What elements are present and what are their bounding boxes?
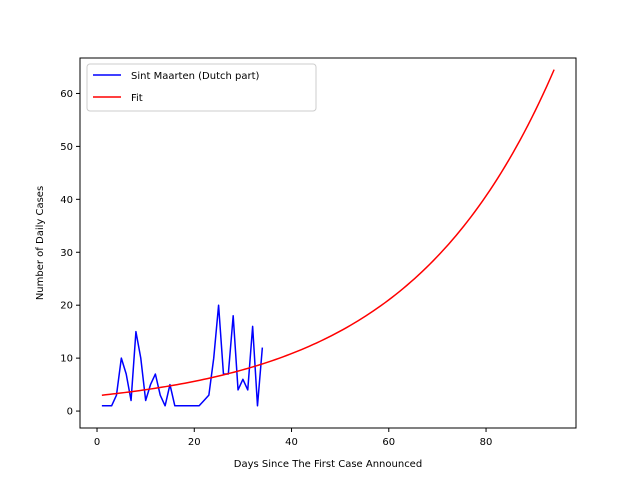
- legend-label-series-1: Sint Maarten (Dutch part): [131, 71, 260, 82]
- y-tick-label: 0: [67, 407, 73, 418]
- legend-label-series-2: Fit: [131, 93, 143, 104]
- series-line-2: [101, 69, 555, 396]
- y-tick-label: 50: [60, 142, 73, 153]
- y-tick-label: 10: [60, 354, 73, 365]
- x-axis-ticks: 0 20 40 60 80: [94, 428, 493, 448]
- x-tick-label: 0: [94, 437, 100, 448]
- y-tick-label: 40: [60, 195, 73, 206]
- y-tick-label: 20: [60, 301, 73, 312]
- x-tick-label: 60: [382, 437, 395, 448]
- x-tick-label: 80: [480, 437, 493, 448]
- x-axis-label: Days Since The First Case Announced: [234, 459, 422, 470]
- x-tick-label: 20: [188, 437, 201, 448]
- y-tick-label: 30: [60, 248, 73, 259]
- x-tick-label: 40: [285, 437, 298, 448]
- y-tick-label: 60: [60, 89, 73, 100]
- plot-lines: [101, 69, 555, 407]
- series-line-1: [101, 304, 264, 407]
- legend-box: [86, 63, 317, 112]
- y-axis-label: Number of Daily Cases: [35, 186, 46, 300]
- y-axis-ticks: 0 10 20 30 40 50 60: [60, 89, 80, 418]
- legend: Sint Maarten (Dutch part) Fit: [86, 63, 317, 112]
- plot-frame: [79, 57, 577, 429]
